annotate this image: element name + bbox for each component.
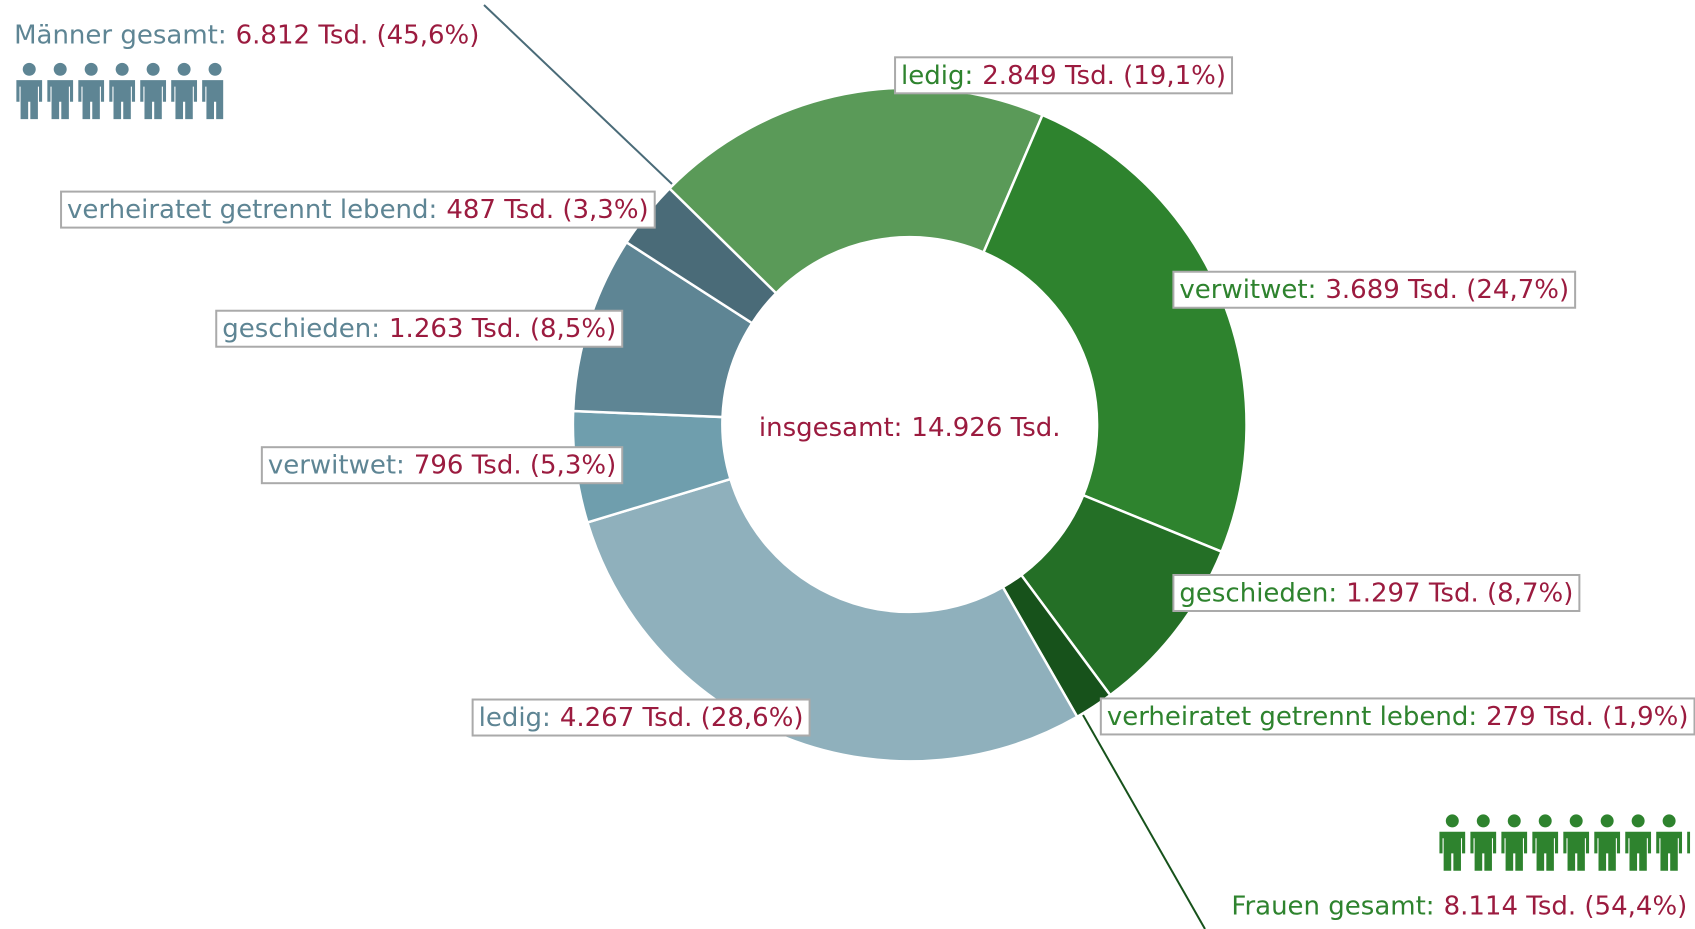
icon-body: [1594, 831, 1621, 871]
label-box: [894, 56, 1234, 95]
category-label: verheiratet getrennt lebend:: [1107, 701, 1477, 731]
person-icon: [16, 62, 43, 120]
leader-line: [483, 4, 673, 185]
icon-head: [1507, 814, 1521, 828]
label-box: [471, 698, 811, 737]
icon-head: [115, 62, 129, 76]
icon-body: [47, 80, 74, 120]
icon-body: [140, 80, 167, 120]
person-icon: [1501, 814, 1528, 871]
donut-slice: [585, 477, 1079, 763]
icon-head: [53, 62, 67, 76]
total-label: insgesamt: 14.926 Tsd.: [759, 412, 1061, 442]
person-icon: [109, 62, 136, 120]
value-label: 279 Tsd. (1,9%): [1486, 701, 1688, 731]
person-icon: [1532, 814, 1559, 871]
label-box: [1172, 270, 1577, 309]
icon-body: [1687, 831, 1691, 854]
icon-body: [16, 80, 43, 120]
person-icon: [171, 62, 198, 120]
value-label: 796 Tsd. (5,3%): [414, 450, 616, 480]
label-box: [215, 309, 624, 348]
labels: ledig: 2.849 Tsd. (19,1%) verwitwet: 3.689 …: [60, 56, 1695, 737]
person-icon: [1439, 814, 1466, 871]
person-icon: [1563, 814, 1590, 871]
slice-label: verheiratet getrennt lebend: 487 Tsd. (3,…: [67, 195, 649, 225]
category-label: verwitwet:: [268, 450, 405, 480]
icon-head: [1600, 814, 1614, 828]
person-icon: [202, 62, 224, 120]
group-total-label: Männer gesamt: 6.812 Tsd. (45,6%): [14, 20, 479, 50]
category-label: verheiratet getrennt lebend:: [67, 195, 437, 225]
donut-slice: [981, 113, 1248, 554]
person-icon: [1594, 814, 1621, 871]
category-label: ledig:: [901, 60, 973, 90]
category-label: verwitwet:: [1179, 275, 1316, 305]
leader-line: [1082, 714, 1206, 929]
icon-body: [1470, 831, 1497, 871]
slice-label: ledig: 4.267 Tsd. (28,6%): [479, 703, 804, 733]
person-icon: [78, 62, 105, 120]
group-name: Männer gesamt:: [14, 20, 227, 50]
value-label: 3.689 Tsd. (24,7%): [1325, 275, 1569, 305]
slice-label: geschieden: 1.297 Tsd. (8,7%): [1179, 578, 1573, 608]
value-label: 487 Tsd. (3,3%): [446, 195, 648, 225]
icon-head: [22, 62, 36, 76]
icon-body: [171, 80, 198, 120]
icon-head: [1538, 814, 1552, 828]
icon-head: [208, 62, 222, 76]
icon-head: [1445, 814, 1459, 828]
total-name: insgesamt:: [759, 412, 903, 442]
icon-body: [78, 80, 105, 120]
label-box: [1099, 697, 1695, 736]
icon-head: [84, 62, 98, 76]
total-value: 14.926 Tsd.: [911, 412, 1060, 442]
slice-label: ledig: 2.849 Tsd. (19,1%): [901, 60, 1226, 90]
label-box: [1172, 573, 1581, 612]
group-total-label: Frauen gesamt: 8.114 Tsd. (54,4%): [1231, 891, 1687, 921]
slice-label: verheiratet getrennt lebend: 279 Tsd. (1,…: [1107, 701, 1689, 731]
person-icon: [1470, 814, 1497, 871]
icon-body: [1656, 831, 1683, 871]
person-icon: [1656, 814, 1683, 871]
icon-body: [1439, 831, 1466, 871]
value-label: 1.297 Tsd. (8,7%): [1346, 578, 1573, 608]
group-value: 6.812 Tsd. (45,6%): [236, 20, 480, 50]
label-box: [260, 446, 624, 485]
person-icon: [140, 62, 167, 120]
icon-body: [1501, 831, 1528, 871]
category-label: geschieden:: [222, 314, 380, 344]
icon-body: [1563, 831, 1590, 871]
label-box: [60, 190, 656, 229]
slice-label: verwitwet: 3.689 Tsd. (24,7%): [1179, 275, 1569, 305]
donut-slice: [667, 86, 1045, 295]
category-label: geschieden:: [1179, 578, 1337, 608]
icon-head: [1662, 814, 1676, 828]
group-name: Frauen gesamt:: [1231, 891, 1434, 921]
icon-body: [1625, 831, 1652, 871]
person-icon: [47, 62, 74, 120]
slice-label: verwitwet: 796 Tsd. (5,3%): [268, 450, 616, 480]
value-label: 4.267 Tsd. (28,6%): [560, 703, 804, 733]
icon-head: [1476, 814, 1490, 828]
slice-label: geschieden: 1.263 Tsd. (8,5%): [222, 314, 616, 344]
icon-body: [202, 80, 224, 120]
icon-body: [1532, 831, 1559, 871]
person-icon: [1687, 831, 1691, 854]
value-label: 1.263 Tsd. (8,5%): [389, 314, 616, 344]
icon-head: [177, 62, 191, 76]
value-label: 2.849 Tsd. (19,1%): [982, 60, 1226, 90]
icon-head: [146, 62, 160, 76]
person-icon: [1625, 814, 1652, 871]
group-value: 8.114 Tsd. (54,4%): [1444, 891, 1688, 921]
icon-head: [1569, 814, 1583, 828]
icon-body: [109, 80, 136, 120]
category-label: ledig:: [479, 703, 551, 733]
icon-head: [1631, 814, 1645, 828]
